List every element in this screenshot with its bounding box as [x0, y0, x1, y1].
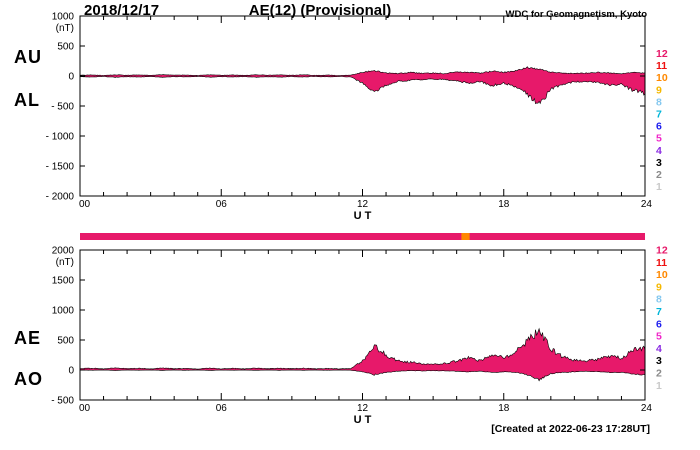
station-count-7: 7: [656, 109, 662, 121]
plot-title: AE(12) (Provisional): [248, 2, 392, 19]
station-count-4: 4: [656, 343, 662, 355]
station-count-2: 2: [656, 169, 662, 181]
station-count-1: 1: [656, 181, 662, 193]
station-count-3: 3: [656, 157, 662, 169]
panel-frame: [79, 249, 646, 401]
series-label-ae: AE: [14, 328, 42, 348]
series-line-al: [79, 75, 646, 105]
station-count-4: 4: [656, 145, 662, 157]
panel-frame: [79, 15, 646, 197]
x-tick-label: 24: [641, 199, 653, 210]
created-timestamp: [Created at 2022-06-23 17:28UT]: [491, 423, 650, 435]
plot-date: 2018/12/17: [84, 2, 160, 19]
y-tick-label: 500: [57, 42, 74, 53]
station-count-9: 9: [656, 281, 662, 293]
series-fill: [80, 328, 645, 381]
station-count-6: 6: [656, 121, 662, 133]
y-tick-label: 0: [68, 72, 74, 83]
series-label-ao: AO: [14, 369, 43, 389]
station-count-8: 8: [656, 294, 662, 306]
station-count-12: 12: [656, 245, 668, 257]
station-count-10: 10: [656, 269, 668, 281]
y-axis-unit: (nT): [56, 257, 74, 268]
station-count-7: 7: [656, 306, 662, 318]
station-count-11: 11: [656, 60, 667, 72]
x-tick-label: 06: [216, 199, 228, 210]
y-tick-label: - 500: [51, 396, 74, 407]
series-line-au: [80, 66, 646, 76]
station-count-1: 1: [656, 380, 662, 392]
x-tick-label: 18: [498, 199, 510, 210]
station-count-2: 2: [656, 368, 662, 380]
y-tick-label: 1000: [52, 12, 75, 23]
series-fill: [80, 66, 645, 104]
station-count-12: 12: [656, 48, 668, 60]
y-tick-label: - 500: [51, 102, 74, 113]
x-tick-label: 24: [641, 403, 653, 414]
station-count-3: 3: [656, 355, 662, 367]
x-tick-label: 12: [357, 199, 369, 210]
series-line-ae: [79, 327, 646, 370]
y-tick-label: - 2000: [46, 192, 75, 203]
x-tick-label: 06: [216, 403, 228, 414]
series-line-ao: [79, 369, 646, 382]
station-count-6: 6: [656, 318, 662, 330]
x-axis-title: U T: [354, 210, 372, 222]
availability-bar-segment: [461, 233, 470, 240]
station-count-5: 5: [656, 331, 662, 343]
station-count-9: 9: [656, 84, 662, 96]
x-tick-label: 12: [357, 403, 369, 414]
x-tick-label: 18: [498, 403, 510, 414]
y-tick-label: 0: [68, 366, 74, 377]
y-tick-label: 1500: [52, 276, 75, 287]
y-tick-label: 2000: [52, 246, 75, 257]
series-label-al: AL: [14, 90, 40, 110]
y-tick-label: - 1000: [46, 132, 75, 143]
series-label-au: AU: [14, 47, 42, 67]
y-axis-unit: (nT): [56, 23, 74, 34]
availability-bar-segment: [80, 233, 645, 240]
x-tick-label: 00: [79, 403, 91, 414]
station-count-10: 10: [656, 72, 668, 84]
y-tick-label: 1000: [52, 306, 75, 317]
data-source: WDC for Geomagnetism, Kyoto: [505, 9, 647, 20]
y-tick-label: - 1500: [46, 162, 75, 173]
x-tick-label: 00: [79, 199, 91, 210]
station-count-5: 5: [656, 133, 662, 145]
station-count-8: 8: [656, 96, 662, 108]
station-count-11: 11: [656, 257, 667, 269]
x-axis-title: U T: [354, 414, 372, 426]
y-tick-label: 500: [57, 336, 74, 347]
